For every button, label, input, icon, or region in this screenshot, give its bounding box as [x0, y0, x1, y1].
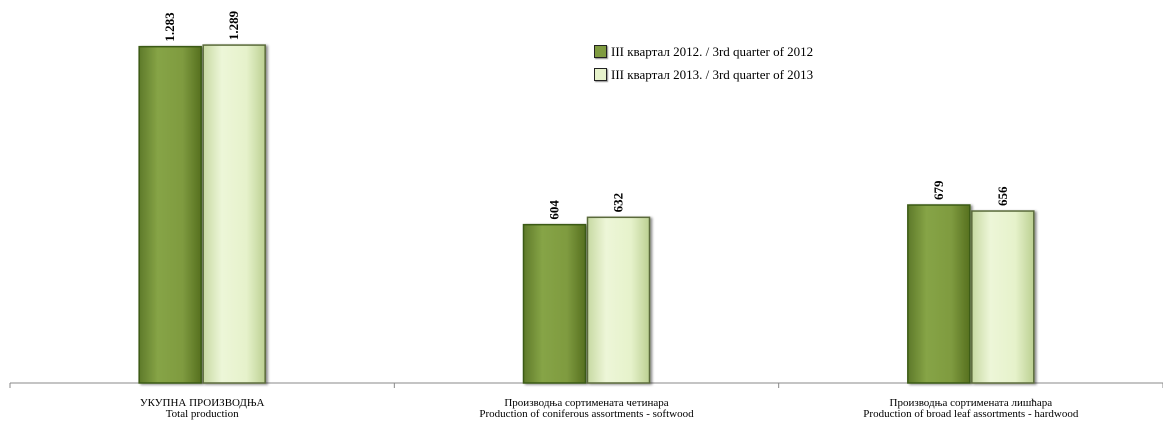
legend-label-2013: III квартал 2013. / 3rd quarter of 2013 [611, 66, 814, 82]
legend-item-2013: III квартал 2013. / 3rd quarter of 2013 [594, 63, 813, 86]
bar-2013-cat-2 [971, 210, 1035, 384]
bar-2012-cat-1 [522, 223, 587, 384]
category-label-1-line-1: Production of coniferous assortments - s… [479, 408, 694, 420]
bar-2013-cat-1 [586, 216, 651, 384]
legend: III квартал 2012. / 3rd quarter of 2012 … [594, 40, 813, 86]
value-label-2012-cat-2: 679 [931, 180, 946, 200]
bar-2013-cat-0 [202, 44, 266, 384]
value-label-2013-cat-0: 1.289 [226, 10, 241, 40]
bar-2012-cat-2 [907, 204, 971, 384]
category-label-2-line-1: Production of broad leaf assortments - h… [863, 408, 1079, 420]
category-label-0-line-0: УКУПНА ПРОИЗВОДЊА [140, 397, 265, 409]
legend-swatch-2013 [594, 68, 607, 81]
value-label-2013-cat-2: 656 [995, 186, 1010, 206]
value-label-2012-cat-1: 604 [547, 200, 562, 220]
category-label-1-line-0: Производња сортимената четинара [504, 397, 668, 409]
bar-2012-cat-0 [138, 45, 202, 384]
category-label-0-line-1: Total production [166, 408, 239, 420]
category-label-2-line-0: Производња сортимената лишћара [890, 397, 1053, 409]
legend-swatch-2012 [594, 45, 607, 58]
legend-label-2012: III квартал 2012. / 3rd quarter of 2012 [611, 43, 814, 59]
value-label-2012-cat-0: 1.283 [162, 12, 177, 42]
legend-item-2012: III квартал 2012. / 3rd quarter of 2012 [594, 40, 813, 63]
value-label-2013-cat-1: 632 [611, 193, 626, 213]
